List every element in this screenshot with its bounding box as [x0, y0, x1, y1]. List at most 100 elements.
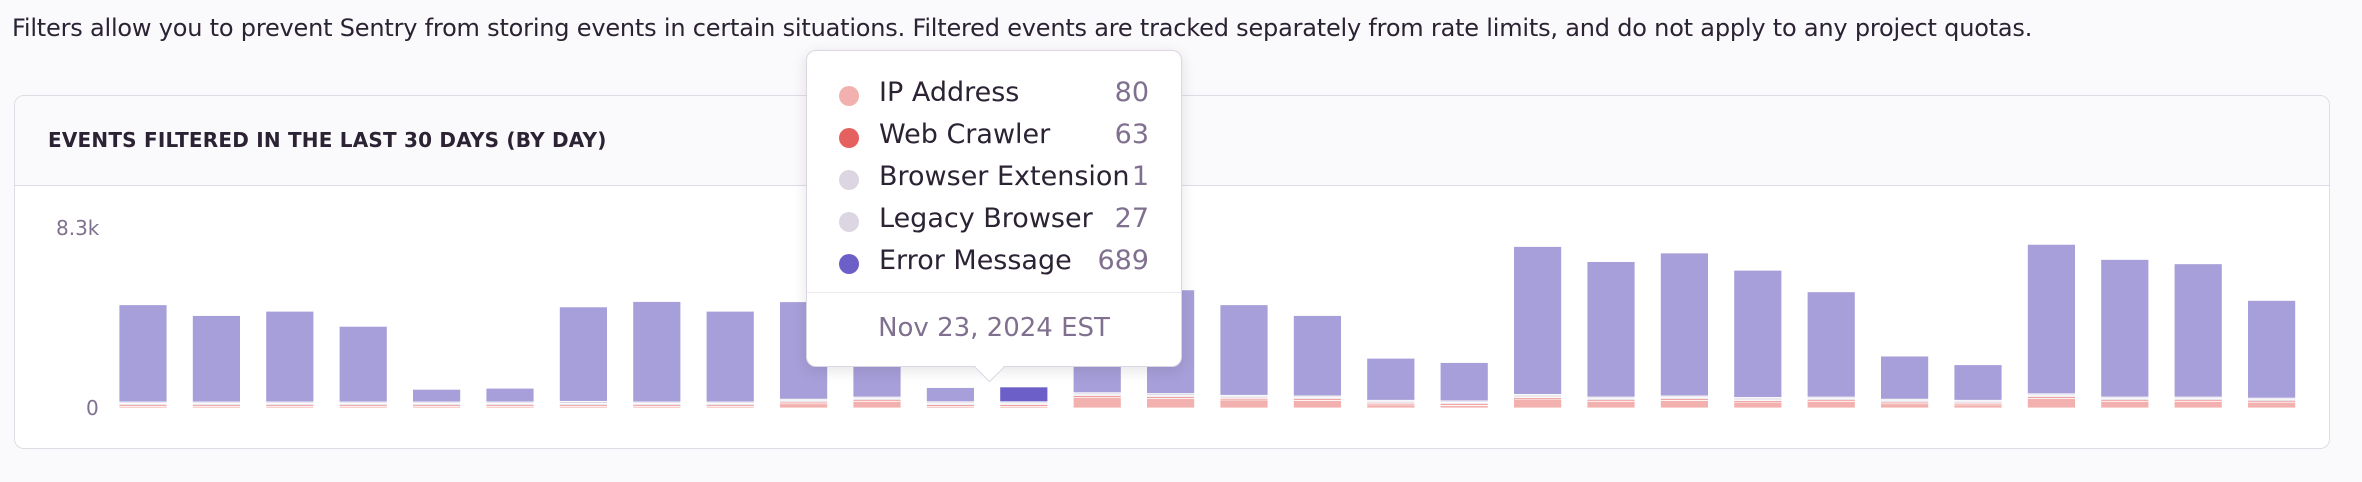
bar-day-5[interactable]: [412, 388, 462, 409]
tooltip-series-label: Legacy Browser: [879, 203, 1093, 234]
bar-segment-error-message[interactable]: [632, 301, 682, 403]
bar-day-14[interactable]: [1072, 365, 1122, 409]
series-color-dot-icon: [839, 254, 859, 274]
tooltip-series-value: 27: [1114, 203, 1149, 234]
bar-segment-ip-address[interactable]: [2100, 401, 2150, 409]
tooltip-series-value: 1: [1131, 161, 1149, 192]
filters-description: Filters allow you to prevent Sentry from…: [12, 14, 2033, 42]
bar-segment-error-message[interactable]: [265, 310, 315, 403]
bar-segment-error-message[interactable]: [559, 306, 608, 402]
tooltip-row: Error Message 689: [807, 243, 1181, 283]
bar-segment-error-message[interactable]: [485, 387, 535, 403]
bar-day-24[interactable]: [1806, 291, 1856, 409]
bar-day-2[interactable]: [191, 315, 241, 409]
bar-segment-ip-address[interactable]: [1953, 404, 2003, 409]
bar-segment-error-message[interactable]: [926, 387, 975, 403]
bar-segment-ip-address[interactable]: [1586, 401, 1636, 409]
bar-segment-error-message[interactable]: [1733, 269, 1783, 398]
bar-segment-error-message[interactable]: [338, 325, 388, 403]
bar-segment-error-message[interactable]: [2173, 263, 2223, 398]
series-color-dot-icon: [839, 128, 859, 148]
bar-day-29[interactable]: [2173, 263, 2223, 409]
bar-segment-error-message[interactable]: [118, 304, 168, 403]
bar-day-19[interactable]: [1439, 362, 1489, 409]
bar-segment-ip-address[interactable]: [2247, 402, 2297, 409]
bar-segment-error-message[interactable]: [1293, 315, 1342, 397]
bar-segment-error-message[interactable]: [1660, 252, 1709, 397]
bar-segment-ip-address[interactable]: [1146, 397, 1195, 409]
bar-segment-ip-address[interactable]: [1880, 403, 1929, 409]
bar-day-3[interactable]: [265, 310, 315, 409]
bar-day-16[interactable]: [1219, 304, 1269, 409]
bar-segment-error-message[interactable]: [1586, 261, 1636, 398]
bar-segment-error-message[interactable]: [999, 386, 1049, 403]
bar-day-22[interactable]: [1660, 252, 1709, 409]
bar-segment-error-message[interactable]: [2247, 300, 2297, 399]
bar-day-26[interactable]: [1953, 364, 2003, 409]
bar-segment-ip-address[interactable]: [1806, 401, 1856, 409]
bar-day-1[interactable]: [118, 304, 168, 409]
bar-segment-error-message[interactable]: [705, 310, 755, 403]
bar-day-12[interactable]: [926, 387, 975, 409]
bar-segment-ip-address[interactable]: [2027, 397, 2076, 409]
bar-segment-error-message[interactable]: [1953, 364, 2003, 401]
bar-segment-error-message[interactable]: [2100, 259, 2150, 398]
bar-segment-ip-address[interactable]: [1366, 404, 1416, 409]
bar-day-8[interactable]: [632, 301, 682, 409]
bar-segment-error-message[interactable]: [852, 366, 902, 398]
bar-day-27[interactable]: [2027, 243, 2076, 409]
chart-tooltip: IP Address 80 Web Crawler 63 Browser Ext…: [806, 50, 1182, 383]
bar-segment-ip-address[interactable]: [1513, 398, 1562, 409]
tooltip-row: IP Address 80: [807, 75, 1181, 115]
tooltip-series-value: 80: [1114, 77, 1149, 108]
tooltip-series-label: IP Address: [879, 77, 1020, 108]
bar-segment-error-message[interactable]: [1439, 362, 1489, 402]
bar-segment-ip-address[interactable]: [779, 403, 828, 409]
bar-day-11[interactable]: [852, 366, 902, 409]
tooltip-row: Web Crawler 63: [807, 117, 1181, 157]
series-color-dot-icon: [839, 212, 859, 232]
bar-segment-ip-address[interactable]: [1660, 400, 1709, 409]
bar-day-28[interactable]: [2100, 259, 2150, 409]
bar-segment-error-message[interactable]: [1880, 355, 1929, 400]
bar-segment-error-message[interactable]: [412, 388, 462, 403]
tooltip-row: Browser Extension 1: [807, 159, 1181, 199]
bar-segment-ip-address[interactable]: [1072, 396, 1122, 409]
bar-day-21[interactable]: [1586, 261, 1636, 409]
bar-segment-ip-address[interactable]: [1219, 399, 1269, 409]
series-color-dot-icon: [839, 170, 859, 190]
tooltip-series-label: Web Crawler: [879, 119, 1051, 150]
bar-day-6[interactable]: [485, 387, 535, 409]
bar-segment-error-message[interactable]: [1072, 365, 1122, 394]
tooltip-row: Legacy Browser 27: [807, 201, 1181, 241]
bar-day-17[interactable]: [1293, 315, 1342, 409]
bar-day-23[interactable]: [1733, 269, 1783, 409]
bar-segment-error-message[interactable]: [1513, 246, 1562, 395]
tooltip-series-value: 689: [1097, 245, 1149, 276]
tooltip-series-label: Browser Extension: [879, 161, 1130, 192]
bar-day-25[interactable]: [1880, 355, 1929, 409]
tooltip-series-label: Error Message: [879, 245, 1072, 276]
bar-day-20[interactable]: [1513, 246, 1562, 409]
bar-segment-error-message[interactable]: [1219, 304, 1269, 396]
bar-segment-ip-address[interactable]: [1733, 401, 1783, 409]
bar-segment-ip-address[interactable]: [1293, 400, 1342, 409]
bar-segment-ip-address[interactable]: [852, 401, 902, 409]
bar-day-30[interactable]: [2247, 300, 2297, 409]
bar-segment-error-message[interactable]: [1366, 357, 1416, 401]
bar-segment-error-message[interactable]: [2027, 243, 2076, 395]
bar-segment-error-message[interactable]: [191, 315, 241, 403]
bar-day-9[interactable]: [705, 310, 755, 409]
bar-day-7[interactable]: [559, 306, 608, 409]
tooltip-series-value: 63: [1114, 119, 1149, 150]
bar-day-13[interactable]: [999, 386, 1049, 409]
y-tick-max: 8.3k: [56, 216, 100, 240]
tooltip-date: Nov 23, 2024 EST: [878, 313, 1110, 343]
series-color-dot-icon: [839, 86, 859, 106]
bar-segment-error-message[interactable]: [1806, 291, 1856, 398]
bar-day-4[interactable]: [338, 325, 388, 409]
bar-segment-ip-address[interactable]: [2173, 401, 2223, 409]
y-tick-zero: 0: [86, 396, 99, 420]
bar-day-18[interactable]: [1366, 357, 1416, 409]
